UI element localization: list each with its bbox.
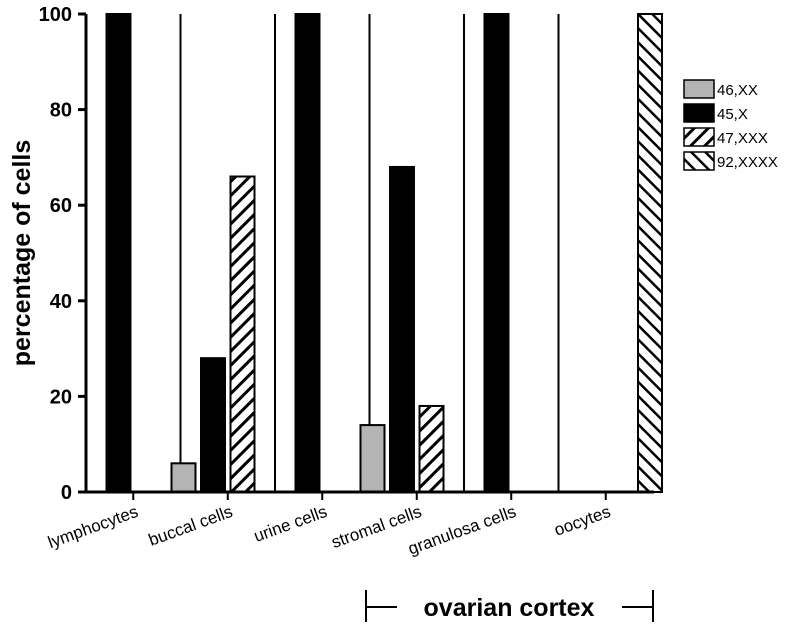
bar xyxy=(170,462,197,494)
bar xyxy=(229,175,256,494)
legend-swatch xyxy=(683,151,715,171)
group-bracket: ovarian cortex xyxy=(365,590,654,622)
y-tick-label: 0 xyxy=(61,482,72,504)
legend-label: 47,XXX xyxy=(717,130,768,147)
category-label: granulosa cells xyxy=(406,502,519,559)
category-label: lymphocytes xyxy=(45,502,140,552)
legend-swatch xyxy=(683,103,715,123)
category-label: urine cells xyxy=(251,502,329,546)
category-label: oocytes xyxy=(552,502,614,540)
x-ticks: lymphocytes buccal cells urine cells stroma… xyxy=(45,492,613,559)
legend-label: 92,XXXX xyxy=(717,154,778,171)
y-ticks: 0 20 40 60 80 100 xyxy=(39,4,86,504)
group-label: ovarian cortex xyxy=(424,594,595,622)
y-tick-label: 80 xyxy=(50,100,72,122)
category-label: buccal cells xyxy=(146,502,235,550)
y-tick-label: 60 xyxy=(50,195,72,217)
legend-swatch xyxy=(683,127,715,147)
legend-label: 45,X xyxy=(717,106,748,123)
bar xyxy=(483,13,510,493)
bar xyxy=(200,357,226,493)
bars xyxy=(105,13,663,494)
y-tick-label: 100 xyxy=(39,4,72,26)
legend-label: 46,XX xyxy=(717,82,758,99)
y-tick-label: 40 xyxy=(50,291,72,313)
bar xyxy=(105,13,132,493)
legend: 46,XX 45,X 47,XXX 92,XXXX xyxy=(683,79,778,171)
bar xyxy=(637,13,663,493)
bar xyxy=(418,404,445,493)
y-tick-label: 20 xyxy=(50,386,72,408)
legend-swatch xyxy=(683,79,715,99)
bar xyxy=(389,165,415,494)
bar xyxy=(294,13,321,493)
y-axis-label: percentage of cells xyxy=(8,140,36,366)
bar xyxy=(359,424,386,493)
